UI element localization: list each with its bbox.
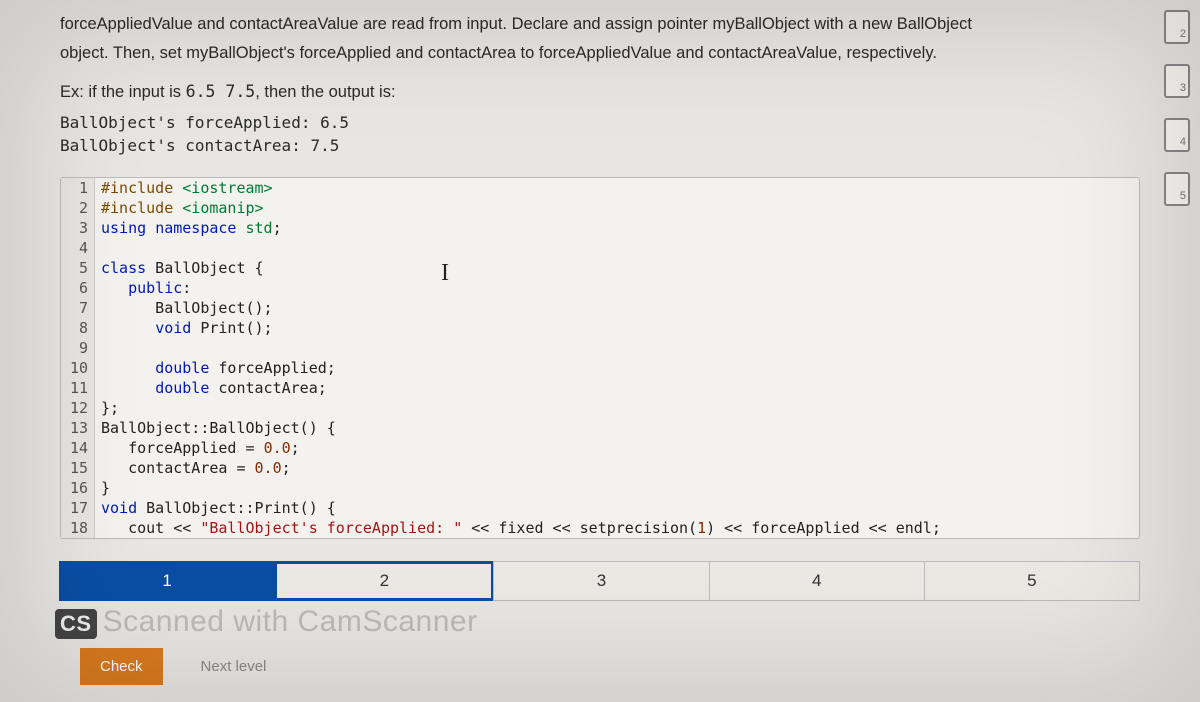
- cs-badge: CS: [55, 609, 97, 639]
- ex-prefix: Ex: if the input is: [60, 83, 186, 101]
- code-content[interactable]: double contactArea;: [95, 378, 327, 398]
- code-line[interactable]: 16}: [61, 478, 1139, 498]
- code-line[interactable]: 14 forceApplied = 0.0;: [61, 438, 1139, 458]
- code-line[interactable]: 7 BallObject();: [61, 298, 1139, 318]
- line-number: 2: [61, 198, 95, 218]
- code-editor[interactable]: I 1#include <iostream>2#include <iomanip…: [60, 177, 1140, 539]
- step-2[interactable]: 2: [274, 561, 494, 601]
- code-content[interactable]: BallObject();: [95, 298, 273, 318]
- ex-input: 6.5 7.5: [186, 82, 256, 101]
- code-line[interactable]: 18 cout << "BallObject's forceApplied: "…: [61, 518, 1139, 538]
- line-number: 4: [61, 238, 95, 258]
- code-content[interactable]: double forceApplied;: [95, 358, 336, 378]
- next-level-button[interactable]: Next level: [181, 648, 287, 685]
- code-content[interactable]: contactArea = 0.0;: [95, 458, 291, 478]
- code-content[interactable]: cout << "BallObject's forceApplied: " <<…: [95, 518, 941, 538]
- code-line[interactable]: 4: [61, 238, 1139, 258]
- problem-line1b: object. Then, set myBallObject's forceAp…: [60, 44, 937, 62]
- page-thumb-2[interactable]: 2: [1164, 10, 1190, 44]
- code-content[interactable]: }: [95, 478, 110, 498]
- scanner-watermark: CSScanned with CamScanner: [55, 605, 478, 639]
- code-content[interactable]: };: [95, 398, 119, 418]
- code-content[interactable]: #include <iostream>: [95, 178, 273, 198]
- code-line[interactable]: 6 public:: [61, 278, 1139, 298]
- line-number: 12: [61, 398, 95, 418]
- expected-output-1: BallObject's forceApplied: 6.5: [60, 112, 1140, 134]
- page-thumb-5[interactable]: 5: [1164, 172, 1190, 206]
- step-5[interactable]: 5: [924, 561, 1140, 601]
- line-number: 17: [61, 498, 95, 518]
- problem-line1a: forceAppliedValue and contactAreaValue a…: [60, 15, 972, 33]
- code-content[interactable]: void Print();: [95, 318, 273, 338]
- line-number: 9: [61, 338, 95, 358]
- step-4[interactable]: 4: [709, 561, 925, 601]
- line-number: 15: [61, 458, 95, 478]
- line-number: 6: [61, 278, 95, 298]
- code-content[interactable]: class BallObject {: [95, 258, 264, 278]
- step-indicator: 12345: [60, 561, 1140, 601]
- page-thumbnails: 2 3 4 5: [1164, 10, 1190, 206]
- code-line[interactable]: 11 double contactArea;: [61, 378, 1139, 398]
- line-number: 1: [61, 178, 95, 198]
- line-number: 7: [61, 298, 95, 318]
- ex-suffix: , then the output is:: [255, 83, 395, 101]
- code-content[interactable]: BallObject::BallObject() {: [95, 418, 336, 438]
- code-content[interactable]: #include <iomanip>: [95, 198, 264, 218]
- code-content[interactable]: [95, 238, 101, 258]
- code-line[interactable]: 15 contactArea = 0.0;: [61, 458, 1139, 478]
- code-line[interactable]: 17void BallObject::Print() {: [61, 498, 1139, 518]
- code-line[interactable]: 8 void Print();: [61, 318, 1139, 338]
- code-content[interactable]: void BallObject::Print() {: [95, 498, 336, 518]
- line-number: 14: [61, 438, 95, 458]
- code-line[interactable]: 3using namespace std;: [61, 218, 1139, 238]
- problem-statement: forceAppliedValue and contactAreaValue a…: [60, 12, 1140, 157]
- page-thumb-4[interactable]: 4: [1164, 118, 1190, 152]
- code-content[interactable]: forceApplied = 0.0;: [95, 438, 300, 458]
- code-line[interactable]: 5class BallObject {: [61, 258, 1139, 278]
- expected-output-2: BallObject's contactArea: 7.5: [60, 135, 1140, 157]
- code-content[interactable]: using namespace std;: [95, 218, 282, 238]
- line-number: 18: [61, 518, 95, 538]
- line-number: 3: [61, 218, 95, 238]
- line-number: 10: [61, 358, 95, 378]
- watermark-text: Scanned with CamScanner: [103, 605, 478, 638]
- page-thumb-3[interactable]: 3: [1164, 64, 1190, 98]
- code-line[interactable]: 1#include <iostream>: [61, 178, 1139, 198]
- check-button[interactable]: Check: [80, 648, 163, 685]
- code-content[interactable]: public:: [95, 278, 191, 298]
- step-1[interactable]: 1: [59, 561, 275, 601]
- step-3[interactable]: 3: [493, 561, 709, 601]
- code-line[interactable]: 9: [61, 338, 1139, 358]
- code-content[interactable]: [95, 338, 101, 358]
- line-number: 13: [61, 418, 95, 438]
- code-line[interactable]: 2#include <iomanip>: [61, 198, 1139, 218]
- text-cursor: I: [441, 260, 449, 287]
- code-line[interactable]: 12};: [61, 398, 1139, 418]
- code-line[interactable]: 10 double forceApplied;: [61, 358, 1139, 378]
- code-line[interactable]: 13BallObject::BallObject() {: [61, 418, 1139, 438]
- line-number: 8: [61, 318, 95, 338]
- line-number: 5: [61, 258, 95, 278]
- line-number: 11: [61, 378, 95, 398]
- line-number: 16: [61, 478, 95, 498]
